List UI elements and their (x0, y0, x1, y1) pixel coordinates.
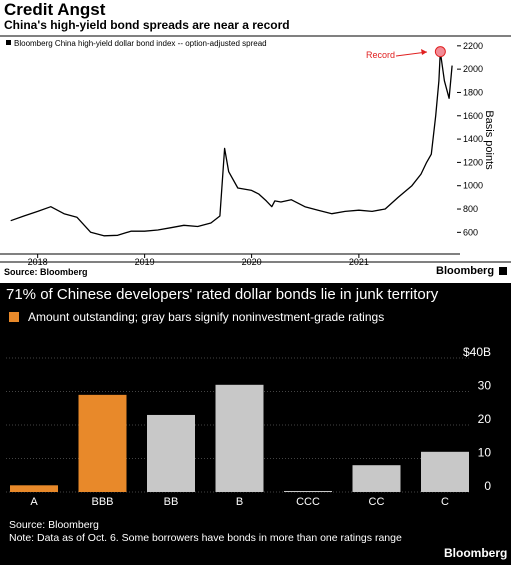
top-chart-source: Source: Bloomberg (4, 267, 88, 277)
bar-b (215, 384, 264, 492)
record-marker (434, 46, 446, 58)
top-chart-title: Credit Angst (4, 0, 106, 19)
x-tick-label: 2018 (28, 257, 48, 267)
source-line: Source: Bloomberg (9, 519, 99, 531)
y-axis-label: Basis points (483, 110, 495, 170)
bar-bbb (78, 394, 127, 492)
note-line: Note: Data as of Oct. 6. Some borrowers … (9, 532, 402, 544)
x-tick-label: B (236, 496, 243, 508)
brand-text: Bloomberg (436, 265, 495, 277)
top-chart-subtitle: China's high-yield bond spreads are near… (4, 18, 290, 32)
bottom-chart-brand: Bloomberg (444, 546, 508, 560)
brand-mark-icon (499, 267, 508, 276)
x-tick-label: CCC (296, 496, 320, 508)
y-tick-label: 2000 (463, 64, 483, 74)
y-tick-label: 20 (478, 412, 492, 426)
bar-cc (352, 465, 401, 492)
y-tick-label: 1600 (463, 111, 483, 121)
line-chart: Bloomberg China high-yield dollar bond i… (0, 35, 511, 267)
y-tick-label: 1200 (463, 157, 483, 167)
x-tick-label: 2021 (349, 257, 369, 267)
bottom-chart-title: 71% of Chinese developers' rated dollar … (6, 286, 439, 303)
y-tick-label: 1400 (463, 134, 483, 144)
top-chart-brand: Bloomberg (436, 265, 508, 277)
y-tick-label: $40B (463, 345, 491, 359)
record-annotation: Record (366, 50, 395, 60)
y-tick-label: 2200 (463, 41, 483, 51)
x-tick-label: BBB (91, 496, 113, 508)
bar-c (421, 451, 469, 492)
spread-series-line (10, 51, 453, 237)
y-tick-label: 1000 (463, 181, 483, 191)
bottom-chart-legend: Amount outstanding; gray bars signify no… (28, 310, 385, 324)
y-tick-label: 0 (484, 479, 491, 493)
x-tick-label: 2019 (135, 257, 155, 267)
top-chart-panel: Credit Angst China's high-yield bond spr… (0, 0, 511, 277)
x-tick-label: CC (369, 496, 385, 508)
line-legend: Bloomberg China high-yield dollar bond i… (14, 39, 267, 48)
bar-bb (147, 414, 195, 492)
x-tick-label: 2020 (242, 257, 262, 267)
y-tick-label: 1800 (463, 87, 483, 97)
legend-swatch-orange (9, 312, 19, 322)
bottom-chart-panel: 71% of Chinese developers' rated dollar … (0, 283, 511, 565)
y-tick-label: 30 (478, 379, 492, 393)
bottom-chart-source: Source: Bloomberg Note: Data as of Oct. … (9, 519, 409, 545)
y-tick-label: 800 (463, 204, 478, 214)
legend-swatch (6, 40, 11, 45)
x-tick-label: A (30, 496, 38, 508)
record-arrowhead (421, 49, 427, 55)
bar-a (10, 485, 58, 492)
y-tick-label: 600 (463, 227, 478, 237)
y-tick-label: 10 (478, 446, 492, 460)
x-tick-label: C (441, 496, 449, 508)
bar-ccc (284, 490, 332, 492)
x-tick-label: BB (164, 496, 179, 508)
